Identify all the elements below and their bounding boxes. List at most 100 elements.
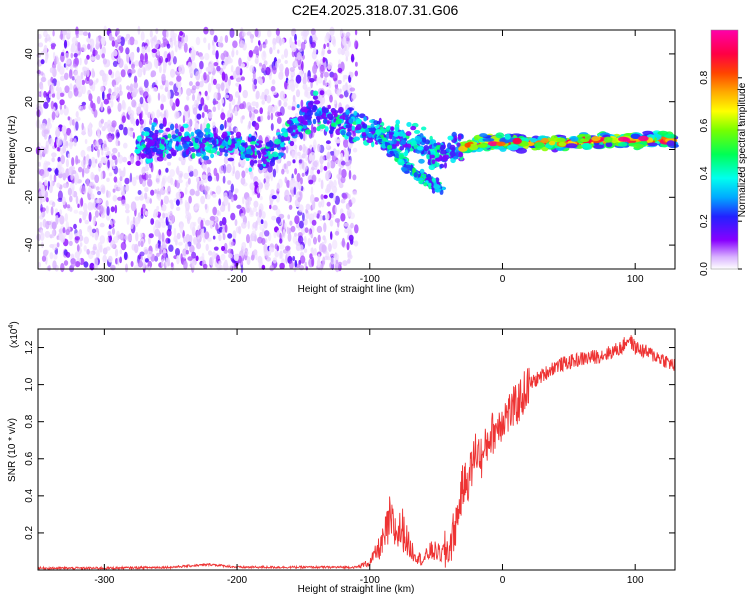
spectrogram-track-cell (456, 142, 461, 147)
spectrogram-noise-cell (207, 237, 212, 242)
spectrogram-noise-cell (45, 144, 49, 155)
spectrogram-track-cell (423, 182, 428, 187)
spectrogram-noise-cell (252, 222, 258, 229)
spectrogram-noise-cell (229, 264, 233, 271)
spectrogram-noise-cell (90, 193, 95, 200)
spectrogram-y-tick-label: 20 (24, 96, 35, 108)
spectrogram-track-cell (426, 176, 433, 181)
spectrogram-noise-cell (108, 69, 113, 76)
spectrogram-noise-cell (84, 58, 88, 65)
colorbar-label: Normalized spectral amplitude (737, 82, 748, 217)
spectrogram-noise-cell (347, 193, 351, 200)
spectrogram-x-tick-label: -300 (94, 274, 114, 285)
spectrogram-noise-cell (97, 190, 102, 196)
spectrogram-track-cell (170, 123, 175, 131)
spectrogram-noise-cell (232, 165, 236, 175)
spectrogram-noise-cell (294, 215, 300, 225)
spectrogram-noise-cell (170, 262, 174, 268)
spectrogram-noise-cell (173, 227, 177, 237)
spectrogram-noise-cell (179, 223, 184, 234)
spectrogram-track-cell (165, 149, 169, 155)
spectrogram-noise-cell (257, 116, 262, 122)
spectrogram-noise-cell (159, 112, 163, 117)
spectrogram-noise-cell (256, 187, 262, 194)
spectrogram-noise-cell (92, 218, 96, 226)
spectrogram-x-ticks: -300 -200 -100 0 100 (94, 30, 644, 285)
spectrogram-noise-cell (129, 172, 133, 183)
spectrogram-noise-cell (118, 58, 124, 69)
spectrogram-track-cell (195, 152, 202, 157)
spectrogram-noise-cell (302, 76, 307, 85)
spectrogram-track-cell (204, 137, 211, 141)
spectrogram-noise-cell (112, 164, 116, 170)
spectrogram-noise-cell (294, 33, 297, 42)
spectrogram-noise-cell (56, 182, 61, 188)
spectrogram-noise-cell (300, 99, 304, 108)
spectrogram-noise-cell (253, 200, 259, 208)
spectrogram-noise-cell (316, 169, 321, 175)
spectrogram-noise-cell (234, 170, 241, 180)
spectrogram-noise-cell (217, 86, 221, 94)
spectrogram-noise-cell (242, 196, 245, 205)
spectrogram-noise-cell (60, 75, 65, 82)
spectrogram-noise-cell (148, 173, 152, 179)
spectrogram-noise-cell (65, 58, 71, 65)
spectrogram-noise-cell (341, 168, 347, 179)
spectrogram-track-cell (313, 100, 321, 105)
spectrogram-noise-cell (107, 123, 112, 133)
spectrogram-noise-cell (294, 259, 298, 268)
spectrogram-noise-cell (75, 26, 79, 37)
spectrogram-track-cell (398, 154, 405, 160)
spectrogram-noise-cell (320, 72, 324, 79)
spectrogram-noise-cell (93, 264, 99, 269)
spectrogram-track-cell (189, 142, 194, 147)
spectrogram-noise-cell (128, 72, 132, 78)
spectrogram-noise-cell (100, 118, 105, 124)
spectrogram-noise-cell (59, 99, 65, 106)
spectrogram-noise-cell (135, 231, 139, 242)
spectrogram-noise-cell (352, 174, 357, 181)
spectrogram-noise-cell (99, 160, 103, 168)
spectrogram-noise-cell (322, 215, 326, 221)
spectrogram-noise-cell (74, 251, 81, 259)
spectrogram-track-cell (496, 141, 506, 147)
spectrogram-track-cell (258, 151, 262, 159)
spectrogram-noise-cell (316, 213, 320, 219)
spectrogram-noise-cell (71, 157, 75, 167)
spectrogram-noise-cell (87, 43, 91, 50)
spectrogram-track-cell (346, 131, 352, 137)
spectrogram-track-cell (270, 147, 275, 152)
spectrogram-noise-cell (184, 187, 188, 195)
spectrogram-noise-cell (88, 122, 92, 133)
spectrogram-noise-cell (279, 63, 284, 72)
spectrogram-noise-cell (260, 219, 264, 225)
spectrogram-noise-cell (151, 38, 154, 49)
spectrogram-noise-cell (328, 79, 332, 89)
spectrogram-noise-cell (248, 50, 253, 58)
spectrogram-noise-cell (97, 133, 101, 139)
spectrogram-noise-cell (246, 234, 250, 244)
spectrogram-noise-cell (295, 74, 302, 84)
spectrogram-noise-cell (195, 71, 201, 81)
spectrogram-noise-cell (283, 101, 288, 108)
spectrogram-noise-cell (177, 40, 182, 51)
spectrogram-track-cell (191, 152, 196, 159)
spectrogram-noise-cell (298, 204, 304, 213)
spectrogram-noise-cell (219, 165, 224, 174)
spectrogram-noise-cell (220, 42, 224, 48)
spectrogram-noise-cell (232, 70, 237, 80)
spectrogram-noise-cell (337, 176, 341, 186)
spectrogram-noise-cell (295, 89, 301, 98)
spectrogram-noise-cell (312, 47, 317, 55)
spectrogram-noise-cell (259, 107, 264, 115)
spectrogram-noise-cell (43, 101, 49, 109)
spectrogram-noise-cell (51, 152, 57, 158)
spectrogram-track-cell (183, 137, 191, 142)
spectrogram-noise-cell (213, 167, 218, 177)
spectrogram-noise-cell (80, 197, 84, 207)
spectrogram-track-cell (335, 118, 342, 125)
spectrogram-noise-cell (332, 239, 338, 250)
spectrogram-noise-cell (65, 251, 71, 258)
spectrogram-noise-cell (189, 234, 193, 244)
spectrogram-track-cell (666, 140, 676, 147)
